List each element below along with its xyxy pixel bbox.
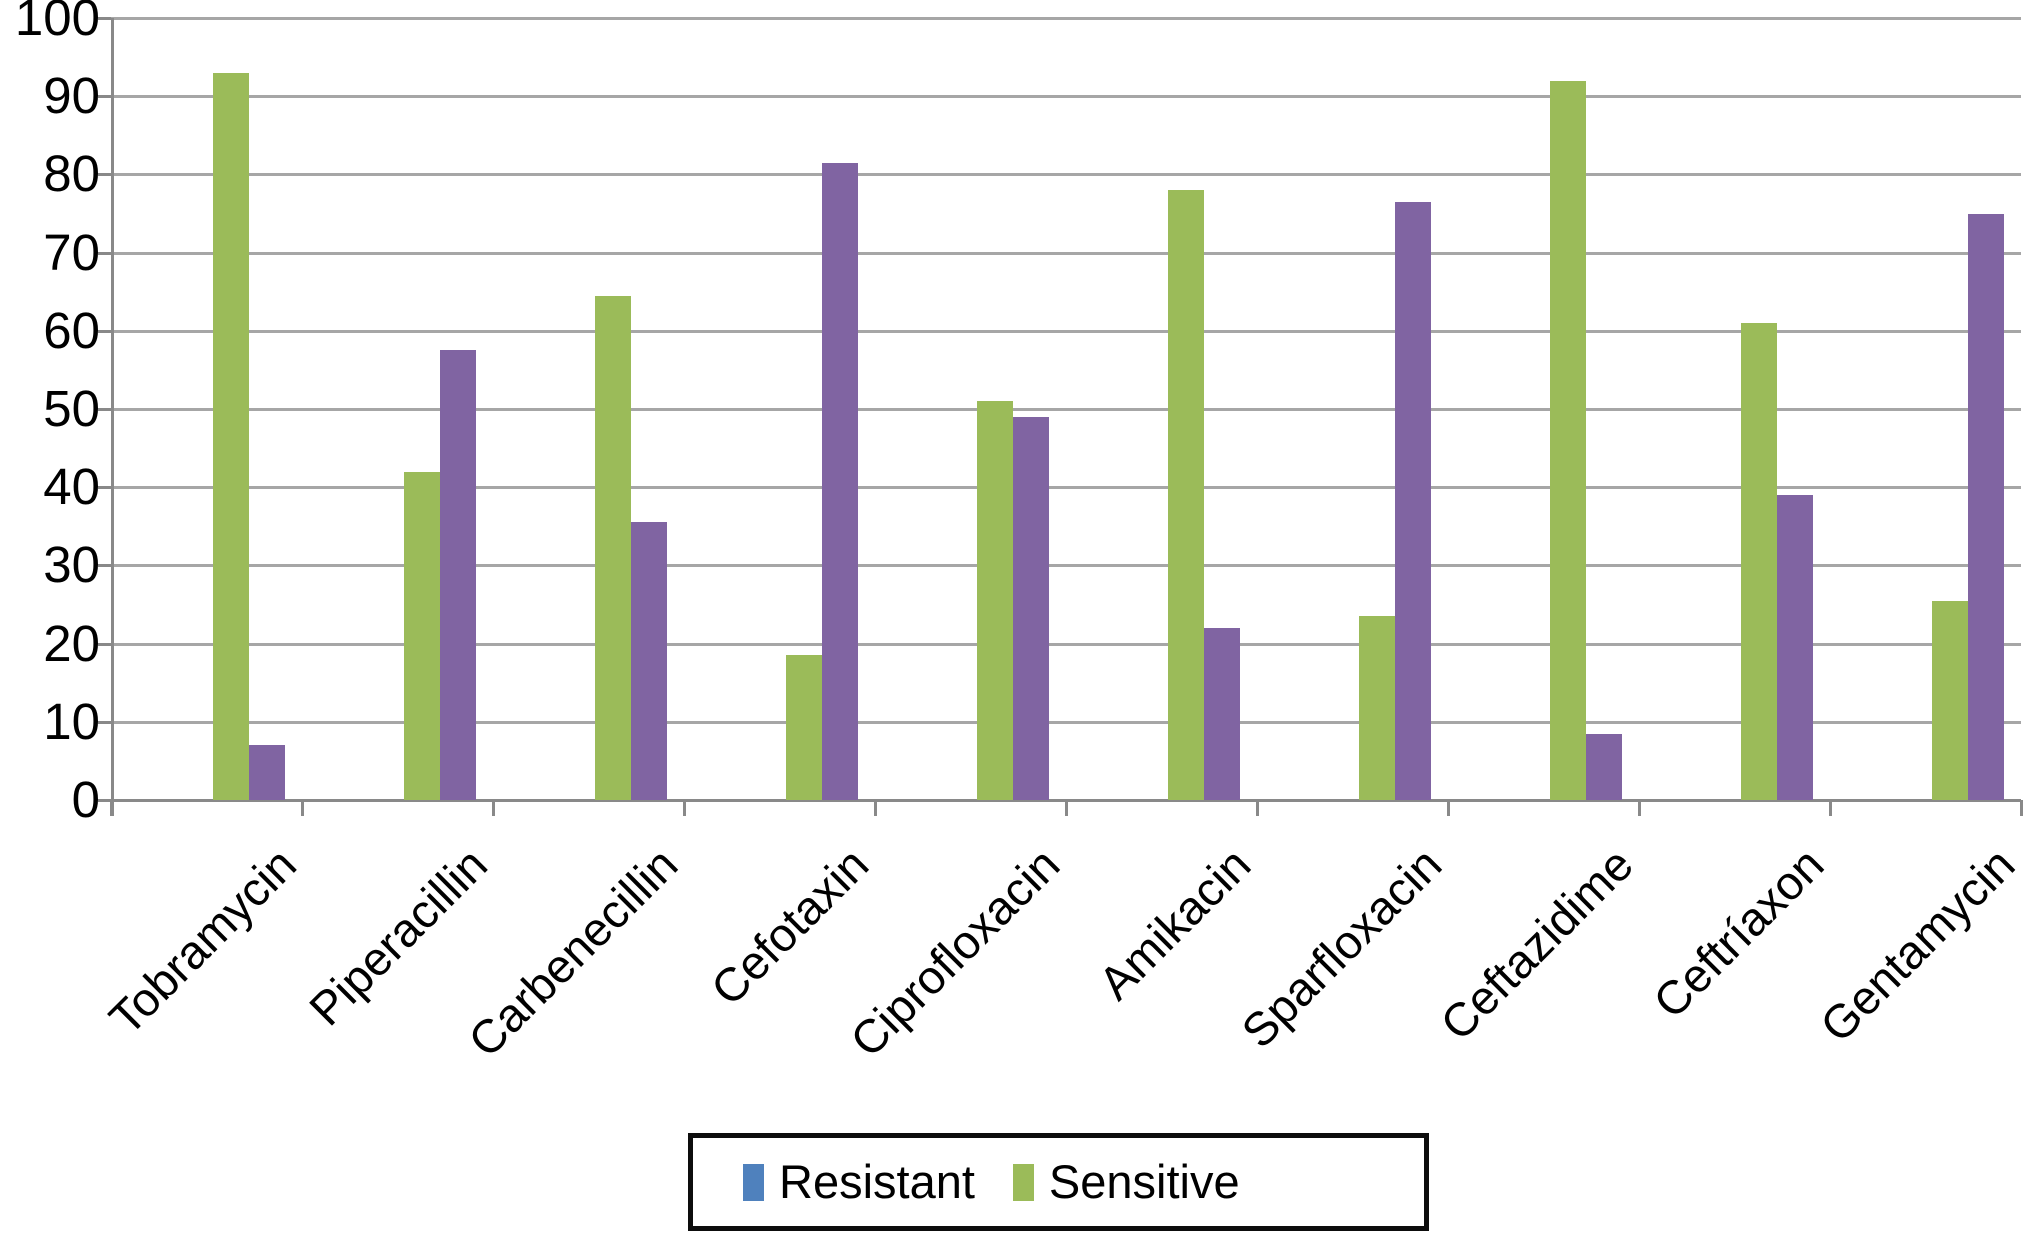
bar-resistant-carbenecillin xyxy=(631,522,667,800)
x-axis-tick xyxy=(492,800,495,816)
x-axis-label-gentamycin: Gentamycin xyxy=(1809,837,2025,1053)
bar-sensitive-ceftríaxon xyxy=(1741,322,1777,800)
x-axis-tick xyxy=(1638,800,1641,816)
legend-label-resistant: Resistant xyxy=(779,1155,975,1208)
x-axis-tick xyxy=(874,800,877,816)
x-axis-tick xyxy=(301,800,304,816)
y-axis-tick xyxy=(98,329,111,333)
x-axis-tick xyxy=(1256,800,1259,816)
y-axis-label: 40 xyxy=(43,458,100,516)
y-axis-line xyxy=(111,18,114,816)
y-axis-tick xyxy=(98,564,111,568)
gridline-50 xyxy=(111,408,2021,411)
bar-resistant-ciprofloxacin xyxy=(1013,416,1049,800)
y-axis-label: 60 xyxy=(43,301,100,359)
y-axis-label: 100 xyxy=(14,0,100,46)
y-axis-label: 50 xyxy=(43,380,100,437)
y-axis-label: 0 xyxy=(71,771,100,828)
x-axis-label-tobramycin: Tobramycin xyxy=(98,837,306,1045)
gridline-10 xyxy=(111,720,2021,724)
bar-resistant-ceftazidime xyxy=(1586,733,1622,800)
y-axis-label: 10 xyxy=(43,692,100,750)
y-axis-tick xyxy=(98,642,111,646)
y-axis-tick xyxy=(98,486,111,490)
y-axis-label: 90 xyxy=(43,67,100,125)
gridline-40 xyxy=(111,486,2021,490)
x-axis-tick xyxy=(2020,800,2023,816)
bar-sensitive-ciprofloxacin xyxy=(977,401,1013,800)
gridline-30 xyxy=(111,564,2021,568)
legend: Resistant Sensitive xyxy=(688,1133,1429,1231)
bar-resistant-tobramycin xyxy=(249,745,285,800)
bar-sensitive-piperacillin xyxy=(404,471,440,800)
x-axis-tick xyxy=(110,800,113,816)
x-axis-label-sparfloxacin: Sparfloxacin xyxy=(1231,837,1452,1058)
x-axis-label-piperacillin: Piperacillin xyxy=(298,837,497,1036)
legend-item-sensitive: Sensitive xyxy=(1012,1155,1240,1208)
sensitive-swatch-icon xyxy=(1012,1163,1034,1201)
legend-label-sensitive: Sensitive xyxy=(1048,1155,1240,1208)
x-axis-tick xyxy=(1065,800,1068,816)
x-axis-label-amikacin: Amikacin xyxy=(1088,837,1261,1010)
y-axis-tick xyxy=(98,408,111,411)
y-axis-label: 80 xyxy=(43,145,100,203)
x-axis-tick xyxy=(683,800,686,816)
bar-sensitive-carbenecillin xyxy=(595,295,631,800)
x-axis-tick xyxy=(1829,800,1832,816)
x-axis-tick xyxy=(1447,800,1450,816)
gridline-90 xyxy=(111,95,2021,99)
y-axis-tick xyxy=(98,720,111,724)
x-axis-label-cefotaxin: Cefotaxin xyxy=(700,837,879,1016)
y-axis-tick xyxy=(98,95,111,99)
bar-sensitive-ceftazidime xyxy=(1550,80,1586,800)
bar-resistant-gentamycin xyxy=(1968,213,2004,800)
bar-sensitive-gentamycin xyxy=(1932,600,1968,800)
bar-resistant-ceftríaxon xyxy=(1777,495,1813,800)
y-axis-tick xyxy=(98,799,111,802)
bar-sensitive-tobramycin xyxy=(213,72,249,800)
y-axis-label: 70 xyxy=(43,223,100,281)
bar-resistant-sparfloxacin xyxy=(1395,201,1431,800)
bar-resistant-amikacin xyxy=(1204,627,1240,800)
y-axis-tick xyxy=(98,173,111,177)
gridline-60 xyxy=(111,329,2021,333)
bar-sensitive-cefotaxin xyxy=(786,655,822,800)
legend-item-resistant: Resistant xyxy=(743,1156,975,1208)
bar-sensitive-amikacin xyxy=(1168,190,1204,800)
y-axis-label: 30 xyxy=(43,536,100,594)
gridline-20 xyxy=(111,642,2021,646)
bar-resistant-cefotaxin xyxy=(822,162,858,800)
y-axis-label: 20 xyxy=(43,614,100,672)
gridline-80 xyxy=(111,173,2021,177)
resistant-swatch-icon xyxy=(743,1163,764,1201)
x-axis-label-ceftríaxon: Ceftríaxon xyxy=(1642,837,1834,1029)
bar-resistant-piperacillin xyxy=(440,350,476,800)
gridline-70 xyxy=(111,251,2021,255)
y-axis-tick xyxy=(98,251,111,255)
x-axis-label-ceftazidime: Ceftazidime xyxy=(1429,837,1643,1051)
bar-sensitive-sparfloxacin xyxy=(1359,616,1395,800)
y-axis-tick xyxy=(98,17,111,20)
gridline-100 xyxy=(111,17,2021,20)
